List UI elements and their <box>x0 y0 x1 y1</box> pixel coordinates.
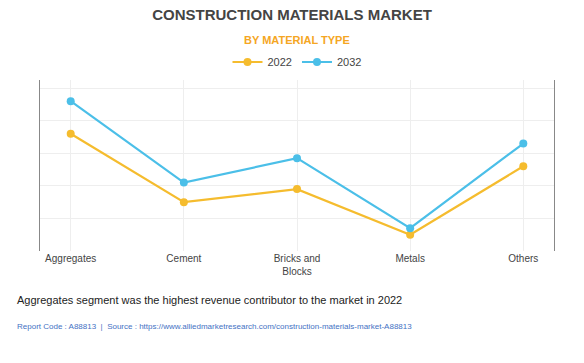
svg-text:CONSTRUCTION MATERIALS MARKET: CONSTRUCTION MATERIALS MARKET <box>152 6 432 23</box>
svg-text:Metals: Metals <box>395 253 424 264</box>
svg-text:Report Code : A88813 | Sourc: Report Code : A88813 | Source : https://… <box>17 322 412 331</box>
svg-text:BY MATERIAL TYPE: BY MATERIAL TYPE <box>244 34 350 46</box>
svg-text:Aggregates: Aggregates <box>45 253 96 264</box>
svg-text:Others: Others <box>508 253 538 264</box>
svg-text:2022: 2022 <box>268 56 292 68</box>
svg-text:2032: 2032 <box>337 56 361 68</box>
svg-text:Aggregates segment was the hig: Aggregates segment was the highest reven… <box>17 294 402 306</box>
svg-text:Cement: Cement <box>166 253 201 264</box>
svg-text:Bricks andBlocks: Bricks andBlocks <box>274 253 321 277</box>
